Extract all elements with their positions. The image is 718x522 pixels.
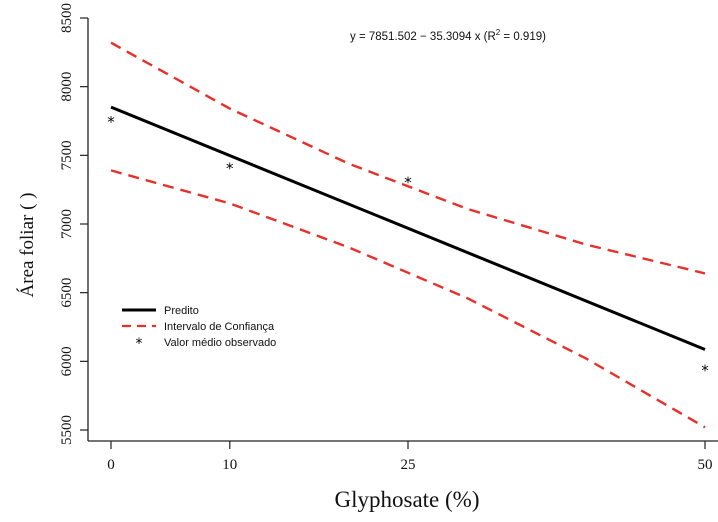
- regression-equation: y = 7851.502 − 35.3094 x (R2 = 0.919): [350, 28, 546, 43]
- plot-area: * * * *: [107, 41, 709, 429]
- y-tick-label: 8000: [59, 72, 75, 102]
- legend-label: Valor médio observado: [164, 337, 276, 349]
- axes: 0 10 25 50 5500 6000 6500 7000 7500 8000 8500: [59, 3, 718, 473]
- predicted-line: [110, 105, 706, 351]
- observed-mean-marker: *: [404, 173, 412, 191]
- y-tick-label: 6500: [59, 278, 75, 308]
- legend-label: Intervalo de Confiança: [164, 321, 275, 333]
- y-tick-label: 8500: [59, 3, 75, 33]
- y-tick-label: 7500: [59, 140, 75, 170]
- legend: Predito Intervalo de Confiança * Valor médi…: [122, 305, 276, 352]
- confidence-interval-lower: [110, 169, 706, 429]
- y-tick-label: 6000: [59, 346, 75, 376]
- y-axis-title: Área foliar ( ): [16, 193, 38, 298]
- legend-label: Predito: [164, 305, 199, 317]
- observed-mean-marker: *: [107, 113, 115, 131]
- confidence-interval-upper: [110, 41, 706, 275]
- x-tick-label: 0: [107, 457, 115, 473]
- x-tick-label: 25: [401, 457, 416, 473]
- x-axis-title: Glyphosate (%): [335, 487, 480, 512]
- y-tick-label: 7000: [59, 209, 75, 239]
- x-tick-label: 10: [222, 457, 237, 473]
- observed-mean-marker: *: [226, 160, 234, 178]
- observed-mean-marker: *: [701, 362, 709, 380]
- y-tick-label: 5500: [59, 415, 75, 445]
- x-tick-label: 50: [698, 457, 713, 473]
- legend-swatch-marker: *: [136, 336, 143, 352]
